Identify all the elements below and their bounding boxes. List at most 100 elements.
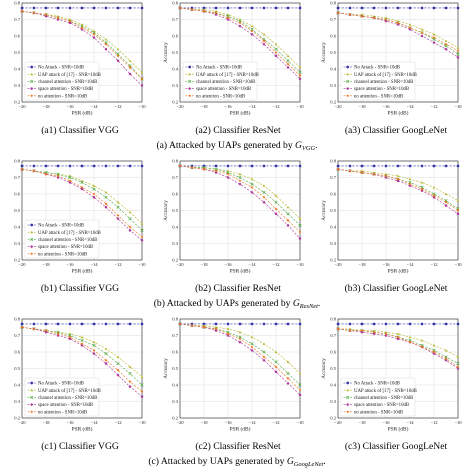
data-point bbox=[92, 349, 96, 352]
chart-title: (b2) Classifier ResNet bbox=[195, 283, 281, 294]
data-point bbox=[250, 29, 254, 33]
caption-symbol: G bbox=[293, 298, 300, 309]
series-line bbox=[337, 168, 459, 201]
data-point bbox=[456, 361, 460, 366]
data-point bbox=[262, 6, 266, 10]
data-point bbox=[274, 322, 278, 326]
chart-title: (c2) Classifier ResNet bbox=[195, 441, 281, 452]
data-point bbox=[432, 348, 436, 352]
data-point bbox=[456, 212, 460, 216]
data-point bbox=[140, 77, 144, 81]
data-point bbox=[56, 176, 60, 179]
data-point bbox=[408, 164, 412, 168]
data-point bbox=[238, 172, 242, 176]
data-point bbox=[298, 388, 302, 392]
legend-box bbox=[182, 61, 258, 101]
data-point bbox=[396, 164, 400, 168]
legend-marker bbox=[30, 381, 34, 385]
data-point bbox=[420, 185, 424, 189]
x-tick-label: −10 bbox=[454, 420, 462, 425]
data-point bbox=[92, 33, 96, 36]
data-point bbox=[274, 207, 278, 211]
data-point bbox=[250, 6, 254, 10]
y-tick-label: 0.3 bbox=[330, 241, 336, 246]
plot-frame bbox=[179, 2, 301, 103]
data-point bbox=[298, 74, 302, 77]
data-point bbox=[408, 23, 412, 26]
data-point bbox=[250, 164, 254, 168]
data-point bbox=[92, 164, 96, 168]
data-point bbox=[92, 352, 96, 355]
data-point bbox=[20, 9, 24, 13]
data-point bbox=[104, 202, 108, 206]
data-point bbox=[456, 46, 460, 49]
data-point bbox=[372, 172, 376, 176]
legend-entry: UAP attack of [17] - SNR=10dB bbox=[38, 73, 101, 78]
data-point bbox=[238, 322, 242, 326]
x-tick-label: −10 bbox=[138, 262, 146, 267]
data-point bbox=[262, 322, 266, 326]
data-point bbox=[128, 385, 132, 388]
data-point bbox=[432, 195, 436, 199]
data-point bbox=[396, 21, 400, 25]
data-point bbox=[444, 6, 448, 10]
x-axis-label: PSR (dB) bbox=[230, 110, 251, 117]
y-tick-label: 0.5 bbox=[14, 366, 20, 371]
data-point bbox=[444, 44, 448, 48]
data-point bbox=[44, 172, 48, 176]
y-tick-label: 0.3 bbox=[14, 399, 20, 404]
data-point bbox=[274, 212, 278, 216]
data-point bbox=[68, 21, 72, 25]
data-point bbox=[298, 77, 302, 81]
x-tick-label: −16 bbox=[382, 262, 390, 267]
data-point bbox=[202, 167, 206, 171]
data-point bbox=[226, 172, 230, 176]
legend-entry: space attention - SNR=10dB bbox=[38, 245, 93, 250]
data-point bbox=[396, 177, 400, 181]
x-tick-label: −16 bbox=[224, 104, 232, 109]
data-point bbox=[336, 164, 340, 168]
data-point bbox=[298, 66, 302, 69]
legend-entry: No Attack - SNR=10dB bbox=[196, 66, 242, 71]
data-point bbox=[238, 330, 242, 334]
data-point bbox=[262, 184, 266, 187]
x-tick-label: −16 bbox=[224, 420, 232, 425]
y-axis-label: Accuracy bbox=[321, 358, 327, 379]
series-line bbox=[21, 168, 143, 241]
y-tick-label: 0.8 bbox=[172, 159, 178, 164]
data-point bbox=[456, 6, 460, 10]
x-tick-label: −16 bbox=[66, 104, 74, 109]
legend-box bbox=[24, 61, 100, 101]
data-point bbox=[432, 350, 436, 354]
data-point bbox=[226, 164, 230, 168]
data-point bbox=[298, 6, 302, 10]
data-point bbox=[80, 28, 84, 31]
data-point bbox=[68, 164, 72, 168]
data-point bbox=[116, 52, 120, 56]
x-tick-label: −20 bbox=[334, 262, 342, 267]
legend-entry: space attention - SNR=10dB bbox=[196, 87, 251, 92]
data-point bbox=[20, 325, 24, 329]
chart-panel: 0.8 0.7 0.6 0.5 0.4 0.3 0.2−20 −18 −16 −14 −12 −10 P… bbox=[163, 159, 304, 294]
data-point bbox=[274, 350, 278, 354]
caption-suffix: . bbox=[318, 298, 320, 309]
data-point bbox=[128, 365, 132, 368]
x-tick-label: −14 bbox=[248, 262, 256, 267]
data-point bbox=[274, 47, 278, 51]
data-point bbox=[444, 204, 448, 207]
series-line bbox=[337, 12, 459, 48]
plot-frame bbox=[337, 2, 459, 103]
data-point bbox=[250, 335, 254, 339]
chart-title: (a2) Classifier ResNet bbox=[195, 125, 281, 136]
data-point bbox=[214, 171, 218, 174]
data-point bbox=[104, 205, 108, 209]
caption-subscript: VGG bbox=[302, 145, 316, 152]
y-tick-label: 0.4 bbox=[330, 67, 336, 72]
data-point bbox=[214, 6, 218, 10]
x-tick-label: −10 bbox=[454, 104, 462, 109]
data-point bbox=[56, 330, 60, 334]
data-point bbox=[116, 54, 120, 58]
data-point bbox=[140, 238, 144, 242]
x-tick-label: −20 bbox=[176, 420, 184, 425]
data-point bbox=[408, 180, 412, 185]
